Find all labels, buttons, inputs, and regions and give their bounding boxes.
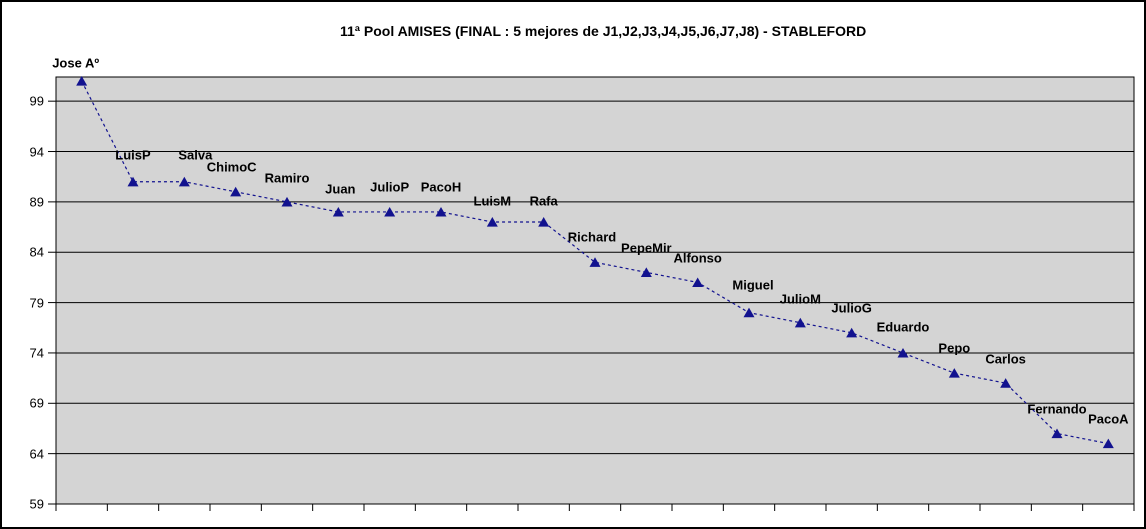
data-point-marker [435, 206, 447, 217]
data-point-marker [1102, 438, 1114, 449]
y-axis-tick-label: 94 [29, 144, 44, 160]
data-point-label: Juan [325, 181, 356, 197]
data-point-label: Salva [178, 147, 213, 163]
data-point-marker [127, 176, 139, 187]
y-axis-tick-label: 89 [29, 194, 44, 210]
data-point-label: PacoA [1088, 411, 1129, 427]
data-point-marker [230, 186, 242, 197]
chart-title: 11ª Pool AMISES (FINAL : 5 mejores de J1… [340, 23, 867, 39]
data-point-marker [486, 217, 498, 227]
series-line [81, 80, 1109, 445]
data-point-marker [948, 368, 960, 378]
data-point-label: JulioM [779, 291, 821, 307]
data-point-marker [589, 257, 601, 267]
data-point-label: Pepo [938, 340, 971, 356]
y-axis-tick-label: 99 [29, 93, 44, 109]
data-point-label: PepeMir [621, 240, 672, 256]
data-point-label: Ramiro [264, 170, 310, 186]
y-axis-tick-label: 79 [29, 295, 44, 311]
data-point-label: JulioP [370, 179, 410, 195]
data-point-label: Miguel [732, 277, 774, 293]
data-point-marker [743, 307, 755, 318]
y-axis-tick-label: 64 [29, 446, 44, 462]
data-point-marker [384, 206, 396, 217]
data-point-marker [178, 176, 190, 187]
data-point-marker [1051, 428, 1063, 439]
y-axis-tick-label: 84 [29, 244, 44, 260]
data-point-label: PacoH [420, 179, 462, 195]
data-point-marker [332, 206, 344, 217]
data-point-marker [846, 327, 858, 338]
data-point-label: Fernando [1027, 401, 1087, 416]
data-point-label: Jose Aº [52, 55, 100, 71]
data-point-label: Alfonso [673, 250, 722, 266]
data-point-marker [538, 217, 550, 227]
data-point-label: LuisM [473, 193, 512, 209]
data-point-label: JulioG [831, 300, 872, 316]
y-axis-tick-label: 69 [29, 395, 44, 411]
data-point-marker [692, 277, 704, 288]
data-point-label: Rafa [529, 193, 558, 209]
data-point-marker [1000, 378, 1012, 388]
data-point-marker [640, 267, 652, 277]
plot-area [55, 76, 1135, 505]
y-axis-tick-label: 74 [29, 345, 44, 361]
data-point-marker [76, 76, 88, 86]
data-point-label: Carlos [985, 351, 1026, 367]
y-axis-tick-label: 59 [29, 496, 44, 512]
data-point-marker [281, 196, 293, 207]
data-point-label: Richard [567, 229, 617, 245]
data-point-label: Eduardo [876, 319, 930, 335]
data-point-marker [897, 347, 909, 358]
data-point-marker [794, 317, 806, 328]
data-point-label: ChimoC [206, 159, 257, 175]
data-point-label: LuisP [115, 147, 151, 163]
